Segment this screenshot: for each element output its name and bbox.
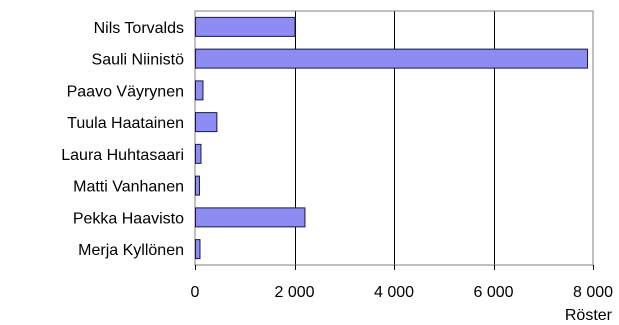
category-label: Tuula Haatainen — [67, 115, 184, 132]
category-label: Pekka Haavisto — [73, 210, 184, 227]
bar — [195, 80, 204, 101]
bar — [195, 143, 202, 164]
bar — [195, 239, 201, 260]
bar — [195, 112, 218, 133]
x-tick-label: 2 000 — [274, 284, 314, 301]
bar — [195, 175, 200, 196]
x-axis-label: Röster — [565, 307, 613, 324]
bar — [195, 207, 306, 228]
category-label: Laura Huhtasaari — [61, 147, 184, 164]
bar — [195, 16, 296, 37]
x-tick-label: 8 000 — [573, 284, 613, 301]
category-label: Matti Vanhanen — [73, 179, 184, 196]
x-tick-label: 4 000 — [374, 284, 414, 301]
bars — [195, 16, 589, 260]
category-label: Merja Kyllönen — [78, 242, 184, 259]
category-label: Sauli Niinistö — [92, 52, 185, 69]
category-label: Paavo Väyrynen — [67, 83, 184, 100]
x-tick-label: 0 — [191, 284, 200, 301]
x-ticks: 0 2 000 4 000 6 000 8 000 — [191, 265, 613, 301]
category-labels: Nils Torvalds Sauli Niinistö Paavo Väyryne… — [61, 20, 184, 259]
x-tick-label: 6 000 — [473, 284, 513, 301]
category-label: Nils Torvalds — [94, 20, 184, 37]
bar — [195, 48, 589, 69]
